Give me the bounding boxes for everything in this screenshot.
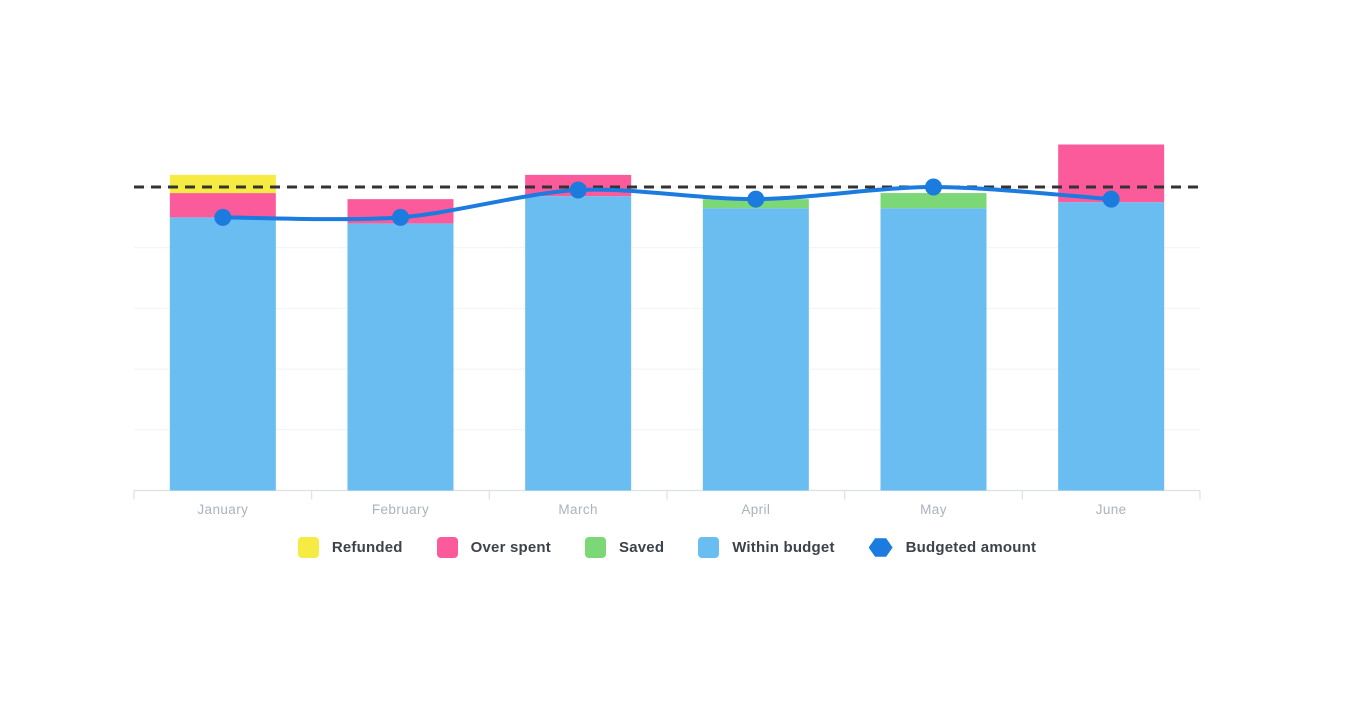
chart-canvas: January February March April May June: [133, 144, 1204, 517]
x-label-may: May: [920, 502, 947, 517]
bar-segment-february-within-budget[interactable]: [347, 223, 454, 491]
bar-segment-june-within-budget[interactable]: [1058, 202, 1165, 491]
legend-label-within-budget: Within budget: [732, 539, 835, 556]
legend-label-refunded: Refunded: [331, 539, 403, 556]
line-point-january[interactable]: [214, 208, 232, 226]
budgeted-amount-marker-icon: [868, 538, 893, 557]
legend-item-budgeted-amount[interactable]: Budgeted amount: [868, 538, 1037, 558]
budget-chart: January February March April May June Refunde…: [133, 144, 1204, 558]
legend-item-refunded[interactable]: Refunded: [297, 537, 403, 558]
legend-swatch-within-budget-icon: [698, 537, 720, 558]
legend-swatch-refunded-icon: [297, 537, 319, 558]
x-label-march: March: [558, 502, 598, 517]
x-label-january: January: [197, 502, 248, 517]
legend-label-over-spent: Over spent: [470, 539, 551, 556]
x-label-june: June: [1096, 502, 1127, 517]
bar-segment-may-within-budget[interactable]: [880, 208, 987, 491]
line-point-april[interactable]: [747, 190, 765, 208]
bar-segment-january-refunded[interactable]: [169, 174, 276, 194]
legend-item-within-budget[interactable]: Within budget: [698, 537, 834, 558]
x-label-february: February: [372, 502, 429, 517]
budgeted-amount-line: [220, 184, 1114, 222]
line-point-may[interactable]: [925, 178, 942, 196]
line-point-june[interactable]: [1102, 190, 1120, 208]
bar-segment-january-within-budget[interactable]: [169, 217, 276, 491]
legend-swatch-saved-icon: [585, 537, 606, 558]
legend-label-budgeted-amount: Budgeted amount: [905, 539, 1037, 556]
legend-swatch-over-spent-icon: [436, 537, 458, 558]
bar-segment-march-within-budget[interactable]: [525, 196, 632, 491]
bar-segment-may-saved[interactable]: [880, 193, 987, 209]
line-point-february[interactable]: [392, 208, 409, 226]
legend-item-saved[interactable]: Saved: [585, 537, 664, 558]
bar-segment-april-within-budget[interactable]: [702, 208, 809, 491]
legend-label-saved: Saved: [619, 539, 665, 556]
x-label-april: April: [741, 502, 770, 517]
line-point-march[interactable]: [569, 181, 587, 199]
chart-legend: Refunded Over spent Saved Within budget Budg…: [134, 537, 1200, 558]
legend-item-over-spent[interactable]: Over spent: [436, 537, 551, 558]
